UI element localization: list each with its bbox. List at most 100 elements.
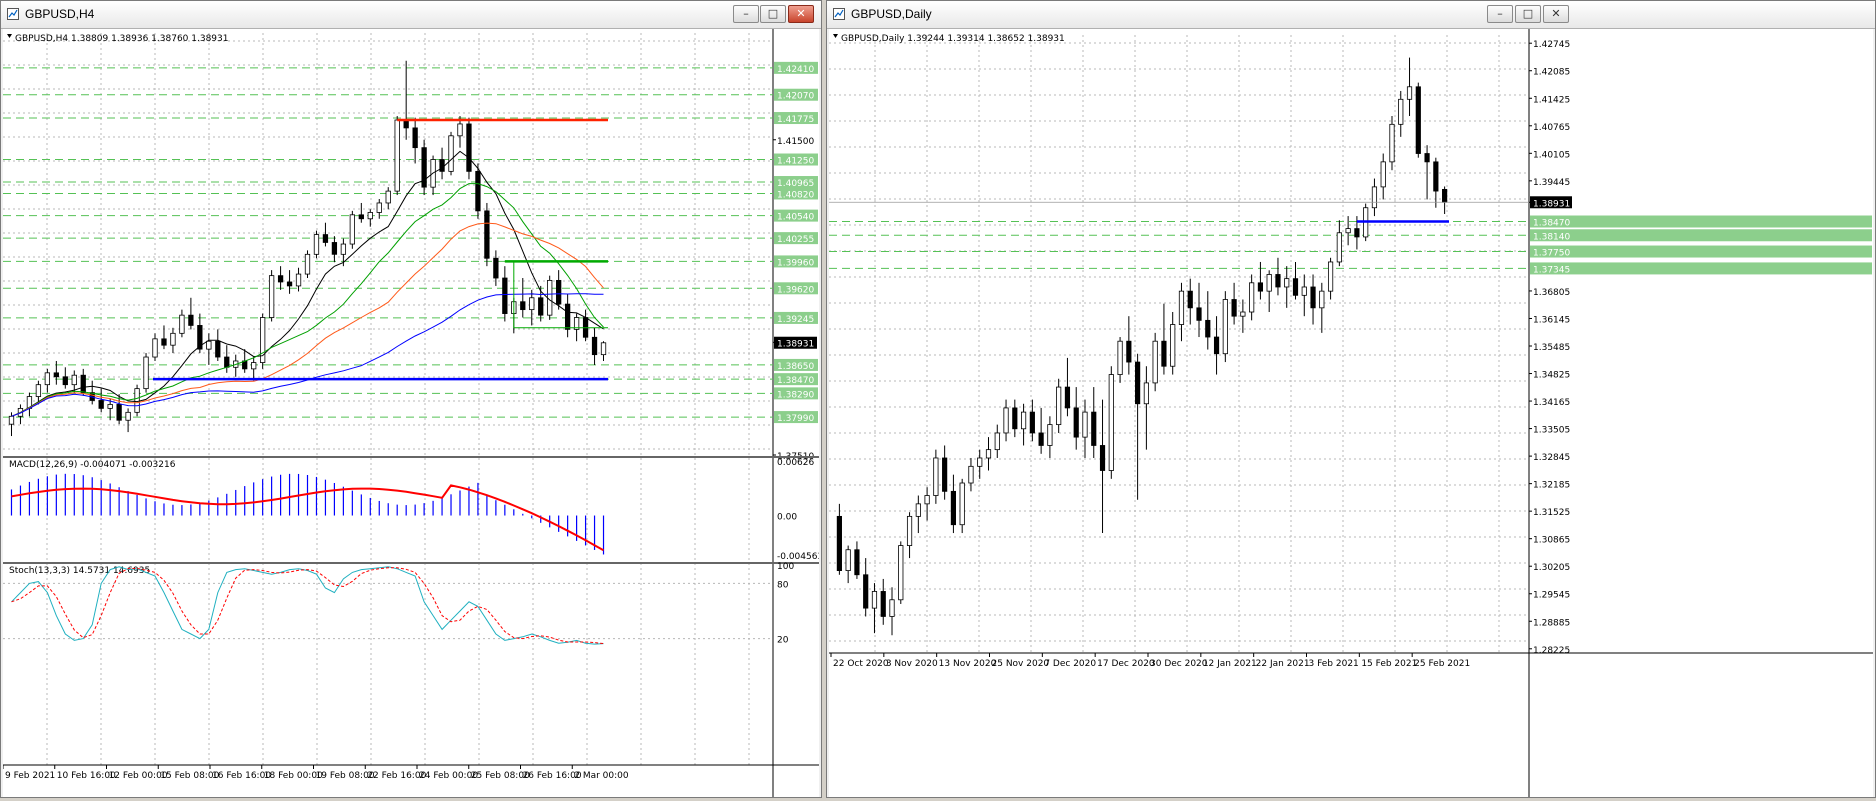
- bear-candle: [188, 314, 194, 326]
- price-axis-label: 1.35485: [1533, 343, 1570, 353]
- price-axis-label: 1.33505: [1533, 426, 1570, 436]
- minimize-button[interactable]: –: [733, 5, 759, 23]
- bull-candle: [1327, 261, 1334, 292]
- right-chart-area[interactable]: 1.42745 1.42085 1.41425 1.40765 1.40105 1.394…: [829, 29, 1873, 797]
- level-label-bg: [774, 153, 818, 166]
- current-price-bg: [1530, 196, 1572, 209]
- price-axis-label: 1.30205: [1533, 563, 1570, 573]
- bear-candle: [493, 257, 499, 279]
- price-axis-label: 1.36145: [1533, 315, 1570, 325]
- bull-candle: [1406, 86, 1413, 100]
- minimize-button[interactable]: –: [1487, 5, 1513, 23]
- level-label-bg: [774, 255, 818, 268]
- price-axis-label: 1.30865: [1533, 536, 1570, 546]
- close-button[interactable]: ✕: [788, 5, 814, 23]
- time-axis-label: 18 Feb 00:00: [264, 771, 323, 781]
- left-chart-window: GBPUSD,H4 – □ ✕ 1.42410 1.42070 1.41775 1.4…: [0, 0, 823, 798]
- bull-candle: [457, 123, 463, 137]
- bull-candle: [367, 212, 373, 220]
- bear-candle: [538, 297, 544, 316]
- bear-candle: [1038, 432, 1044, 446]
- bull-candle: [889, 599, 895, 617]
- time-axis-label: 19 Feb 08:00: [316, 771, 375, 781]
- daily-chart-svg[interactable]: 1.42745 1.42085 1.41425 1.40765 1.40105 1.394…: [829, 29, 1873, 797]
- time-axis-label: 22 Feb 16:00: [367, 771, 426, 781]
- time-axis-label: 2 Mar 00:00: [574, 771, 629, 781]
- bull-candle: [35, 384, 42, 397]
- price-axis-label: 1.31525: [1533, 508, 1570, 518]
- price-axis-label: 1.39960: [777, 258, 814, 268]
- price-axis-label: 1.38650: [777, 362, 814, 372]
- bull-candle: [1301, 286, 1307, 296]
- bear-candle: [880, 591, 886, 617]
- bear-candle: [1187, 290, 1193, 309]
- bull-candle: [1056, 386, 1062, 426]
- price-axis-label: 1.41500: [777, 137, 814, 147]
- bull-candle: [71, 374, 77, 386]
- bull-candle: [1020, 411, 1027, 430]
- bear-candle: [520, 301, 526, 311]
- price-axis-label: 1.40765: [1533, 123, 1570, 133]
- bull-candle: [906, 515, 913, 546]
- bear-candle: [277, 275, 284, 283]
- bear-candle: [53, 372, 59, 378]
- bear-candle: [502, 277, 508, 314]
- time-axis-label: 7 Dec 2020: [1044, 659, 1096, 669]
- time-axis-label: 9 Feb 2021: [5, 771, 55, 781]
- bull-candle: [340, 243, 347, 255]
- chart-window-icon: [833, 8, 845, 20]
- price-axis-label: 1.40820: [777, 190, 814, 200]
- left-titlebar[interactable]: GBPUSD,H4 – □ ✕: [1, 1, 821, 29]
- bear-candle: [836, 515, 842, 571]
- bear-candle: [1126, 340, 1132, 363]
- bear-candle: [1275, 274, 1281, 288]
- level-label-bg: [774, 373, 818, 386]
- price-axis-label: 1.40540: [777, 213, 814, 223]
- left-chart-area[interactable]: 1.42410 1.42070 1.41775 1.41500 1.41250 1.409…: [2, 29, 823, 797]
- time-axis-label: 25 Feb 2021: [1414, 659, 1470, 669]
- bear-candle: [286, 281, 293, 287]
- bull-candle: [385, 190, 391, 204]
- price-axis-label: 1.36805: [1533, 288, 1570, 298]
- stoch-axis-label: 80: [777, 580, 789, 590]
- maximize-button[interactable]: □: [1515, 5, 1541, 23]
- bear-candle: [1161, 340, 1167, 367]
- bull-candle: [600, 342, 607, 356]
- bear-candle: [1135, 361, 1141, 405]
- bear-candle: [116, 404, 122, 421]
- bear-candle: [421, 147, 427, 188]
- close-button[interactable]: ✕: [1543, 5, 1569, 23]
- bull-candle: [295, 273, 302, 287]
- time-axis-label: 12 Feb 00:00: [109, 771, 168, 781]
- moving-average-line: [11, 222, 604, 417]
- bull-candle: [898, 545, 904, 601]
- h4-chart-svg[interactable]: 1.42410 1.42070 1.41775 1.41500 1.41250 1.409…: [2, 29, 823, 797]
- bull-candle: [170, 332, 176, 346]
- stoch-label: Stoch(13,3,3) 14.5731 14.6935: [9, 566, 150, 576]
- price-axis-label: 1.34825: [1533, 371, 1570, 381]
- price-axis-label: 1.38290: [777, 390, 814, 400]
- price-axis-label: 1.42085: [1533, 68, 1570, 78]
- price-axis-label: 1.28885: [1533, 618, 1570, 628]
- price-axis-label: 1.40105: [1533, 150, 1570, 160]
- bull-candle: [994, 432, 1000, 451]
- bear-candle: [1029, 411, 1035, 434]
- bull-candle: [845, 549, 851, 571]
- bull-candle: [107, 404, 113, 409]
- time-axis-label: 15 Feb 2021: [1361, 659, 1417, 669]
- bear-candle: [197, 325, 203, 350]
- bear-candle: [1073, 407, 1079, 438]
- chart-header: GBPUSD,Daily 1.39244 1.39314 1.38652 1.3…: [841, 34, 1065, 44]
- right-titlebar[interactable]: GBPUSD,Daily – □ ✕: [827, 1, 1875, 29]
- level-label-bg: [774, 187, 818, 200]
- time-axis-label: 22 Oct 2020: [833, 659, 889, 669]
- level-label-bg: [774, 176, 818, 189]
- bear-candle: [591, 336, 598, 356]
- bear-candle: [98, 400, 104, 409]
- bear-candle: [1091, 411, 1097, 446]
- maximize-button[interactable]: □: [760, 5, 786, 23]
- price-axis-label: 1.37750: [1533, 249, 1570, 259]
- price-axis-label: 1.40255: [777, 235, 814, 245]
- bear-candle: [62, 376, 68, 386]
- bull-candle: [1082, 411, 1088, 438]
